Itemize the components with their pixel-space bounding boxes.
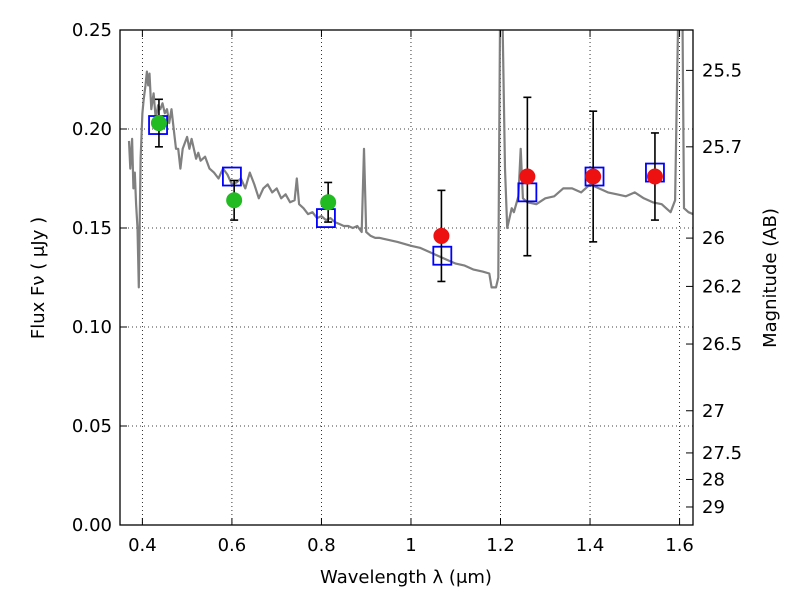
spectrum-line xyxy=(127,30,693,289)
right-axis-title: Magnitude (AB) xyxy=(760,208,781,348)
right-tick-label-6: 27.5 xyxy=(702,443,742,464)
right-tick-label-2: 26 xyxy=(702,228,725,249)
y-tick-label-0: 0.00 xyxy=(72,515,112,536)
x-tick-label-4: 1.2 xyxy=(486,535,515,556)
x-tick-label-3: 1 xyxy=(405,535,416,556)
model-square-1 xyxy=(222,166,242,187)
right-tick-label-3: 26.2 xyxy=(702,276,742,297)
right-tick-label-4: 26.5 xyxy=(702,334,742,355)
right-tick-label-7: 28 xyxy=(702,469,725,490)
x-tick-label-2: 0.8 xyxy=(307,535,336,556)
plot-frame xyxy=(119,29,694,526)
y-tick-label-2: 0.10 xyxy=(72,317,112,338)
y-axis-title: Flux Fν ( μJy ) xyxy=(28,217,49,339)
spectrum-curve-group xyxy=(127,30,693,289)
x-axis-title: Wavelength λ (μm) xyxy=(320,567,492,588)
grid-lines xyxy=(120,29,693,526)
y-tick-label-5: 0.25 xyxy=(72,20,112,41)
observation-point-2-0 xyxy=(150,115,167,132)
right-tick-label-0: 25.5 xyxy=(702,60,742,81)
y-tick-label-4: 0.20 xyxy=(72,119,112,140)
model-square-group xyxy=(148,115,665,266)
y-tick-label-3: 0.15 xyxy=(72,218,112,239)
observation-point-3-1 xyxy=(519,168,536,185)
observation-point-2-2 xyxy=(320,194,337,211)
observation-point-3-0 xyxy=(433,227,450,244)
tick-labels: 0.4 0.6 0.8 1 1.2 1.4 1.6 0.00 0.05 0.10 0.15 0.20 0… xyxy=(72,20,742,556)
observation-point-2-1 xyxy=(226,192,243,209)
observation-point-3-2 xyxy=(585,168,602,185)
observation-point-3-3 xyxy=(646,168,663,185)
right-tick-label-1: 25.7 xyxy=(702,137,742,158)
right-tick-label-5: 27 xyxy=(702,401,725,422)
y-tick-label-1: 0.05 xyxy=(72,416,112,437)
x-tick-label-0: 0.4 xyxy=(128,535,157,556)
right-tick-label-8: 29 xyxy=(702,497,725,518)
x-tick-label-6: 1.6 xyxy=(665,535,694,556)
observation-point-group xyxy=(150,115,663,244)
x-tick-label-1: 0.6 xyxy=(218,535,247,556)
axis-ticks xyxy=(120,29,693,526)
x-tick-label-5: 1.4 xyxy=(576,535,605,556)
model-square-3 xyxy=(432,245,453,266)
